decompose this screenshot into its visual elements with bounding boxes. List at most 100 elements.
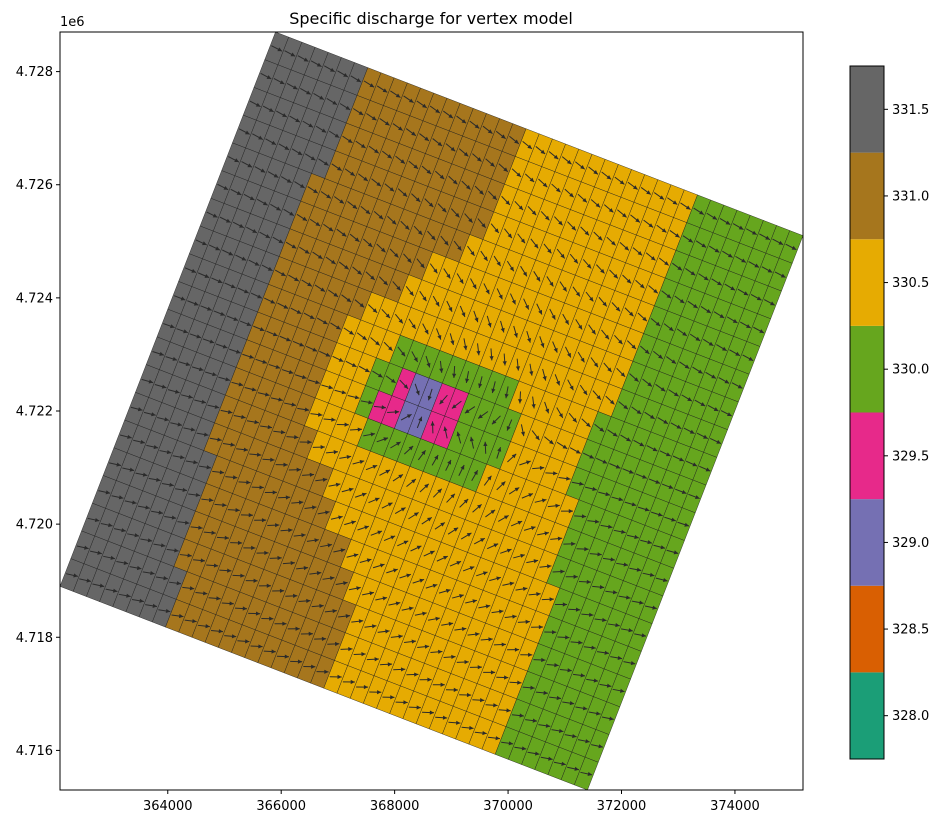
discharge-arrow-head xyxy=(255,102,261,107)
discharge-arrow-head xyxy=(579,481,584,486)
discharge-arrow-head xyxy=(406,414,412,419)
discharge-arrow-head xyxy=(118,495,124,500)
discharge-arrow-head xyxy=(591,645,596,650)
discharge-arrow-head xyxy=(212,372,217,377)
discharge-arrow-head xyxy=(604,650,609,655)
discharge-arrow-head xyxy=(558,413,563,418)
discharge-arrow-head xyxy=(427,677,432,682)
discharge-arrow-head xyxy=(319,603,324,609)
colorbar-bin xyxy=(850,585,884,673)
discharge-arrow-head xyxy=(307,440,312,445)
discharge-arrow-head xyxy=(259,327,265,332)
discharge-arrow-head xyxy=(531,404,536,409)
discharge-arrow-head xyxy=(180,455,185,460)
discharge-arrow-head xyxy=(396,285,401,291)
discharge-arrow-head xyxy=(370,275,375,280)
discharge-arrow-head xyxy=(398,474,403,479)
colorbar-tick-label: 329.5 xyxy=(892,449,929,464)
discharge-arrow-head xyxy=(606,175,612,180)
discharge-arrow-head xyxy=(394,253,399,258)
discharge-arrow-head xyxy=(259,485,264,490)
discharge-arrow-head xyxy=(302,216,308,221)
discharge-arrow-head xyxy=(354,237,360,242)
discharge-arrow-head xyxy=(556,695,562,701)
discharge-arrow-head xyxy=(424,483,429,489)
discharge-arrow-head xyxy=(403,540,409,545)
discharge-arrow-head xyxy=(340,548,346,553)
discharge-arrow-head xyxy=(126,593,131,598)
discharge-arrow-head xyxy=(245,130,250,135)
discharge-arrow-head xyxy=(518,205,524,211)
discharge-arrow-head xyxy=(205,624,210,629)
discharge-arrow-head xyxy=(626,278,632,284)
discharge-arrow-head xyxy=(556,380,560,386)
discharge-arrow-head xyxy=(759,329,764,333)
discharge-arrow-head xyxy=(599,585,605,590)
discharge-arrow-head xyxy=(517,680,522,685)
discharge-arrow-head xyxy=(359,459,365,465)
discharge-arrow-head xyxy=(719,314,725,319)
discharge-arrow-head xyxy=(234,158,239,163)
discharge-arrow-head xyxy=(695,336,701,341)
discharge-arrow-head xyxy=(377,373,383,378)
discharge-arrow-head xyxy=(183,329,188,334)
discharge-arrow-head xyxy=(708,341,714,346)
discharge-arrow-head xyxy=(470,251,475,256)
discharge-arrow-head xyxy=(374,657,379,662)
discharge-arrow-head xyxy=(370,432,376,437)
discharge-arrow-head xyxy=(329,576,335,581)
discharge-arrow-head xyxy=(476,350,481,356)
discharge-arrow-head xyxy=(416,705,421,710)
discharge-arrow-head xyxy=(495,736,500,741)
discharge-arrow-head xyxy=(545,408,550,414)
discharge-arrow-head xyxy=(528,493,533,498)
discharge-arrow-head xyxy=(608,208,614,213)
discharge-arrow-head xyxy=(600,268,605,274)
discharge-arrow-head xyxy=(400,159,405,164)
discharge-arrow-head xyxy=(267,266,273,271)
discharge-arrow-head xyxy=(254,261,260,266)
discharge-arrow-head xyxy=(613,273,618,279)
discharge-arrow-head xyxy=(351,363,357,367)
discharge-arrow-head xyxy=(222,502,227,508)
discharge-arrow-head xyxy=(712,215,717,220)
discharge-arrow-head xyxy=(642,316,647,322)
discharge-arrow-head xyxy=(296,467,301,472)
discharge-arrow-head xyxy=(703,434,708,439)
discharge-arrow-head xyxy=(485,289,490,295)
discharge-arrow-head xyxy=(597,235,603,241)
discharge-arrow-head xyxy=(435,108,440,113)
discharge-arrow-head xyxy=(575,607,581,612)
discharge-arrow-head xyxy=(327,543,332,548)
discharge-arrow-head xyxy=(367,242,373,247)
discharge-arrow-head xyxy=(158,510,163,515)
discharge-arrow-head xyxy=(699,210,704,215)
discharge-arrow-head xyxy=(452,373,457,378)
discharge-arrow-head xyxy=(230,442,235,447)
discharge-arrow-head xyxy=(501,134,506,139)
discharge-arrow-head xyxy=(368,400,373,405)
discharge-arrow-head xyxy=(371,116,377,121)
discharge-arrow-head xyxy=(767,268,773,273)
discharge-arrow-head xyxy=(177,422,183,427)
discharge-arrow-head xyxy=(443,426,448,432)
discharge-arrow-head xyxy=(258,135,263,140)
discharge-arrow-head xyxy=(623,562,629,567)
discharge-arrow-head xyxy=(668,326,674,331)
discharge-arrow-head xyxy=(174,548,179,553)
discharge-arrow-head xyxy=(500,481,506,486)
discharge-arrow-head xyxy=(602,617,607,623)
discharge-arrow-head xyxy=(413,164,419,169)
discharge-arrow-head xyxy=(663,419,668,424)
discharge-arrow-head xyxy=(222,344,228,349)
discharge-arrow-head xyxy=(341,390,347,395)
discharge-arrow-head xyxy=(357,270,362,275)
discharge-arrow-head xyxy=(166,450,172,455)
discharge-arrow-head xyxy=(308,123,314,128)
discharge-arrow-head xyxy=(231,634,237,639)
discharge-arrow-head xyxy=(664,261,669,266)
discharge-arrow-head xyxy=(611,241,616,246)
discharge-arrow-head xyxy=(286,178,292,183)
discharge-arrow-head xyxy=(295,118,300,123)
discharge-arrow-head xyxy=(164,417,169,422)
